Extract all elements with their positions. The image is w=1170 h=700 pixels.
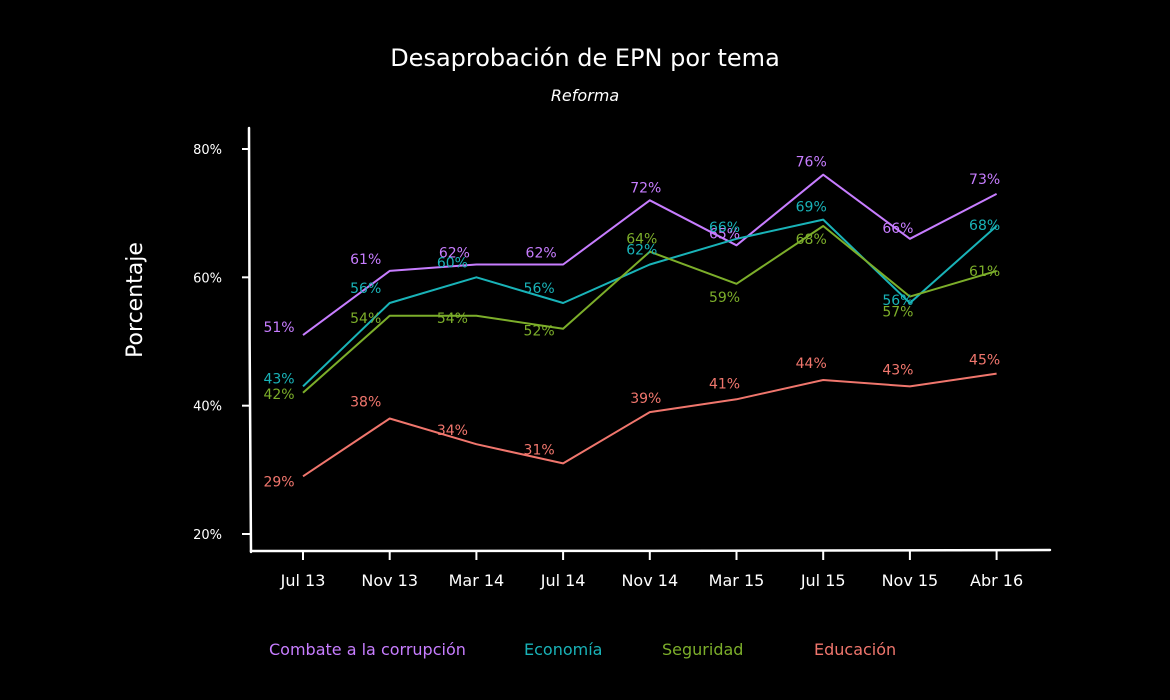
x-tick-label: Mar 15 (709, 571, 765, 590)
data-label: 64% (626, 232, 657, 248)
x-axis-line (249, 548, 1052, 553)
data-label: 59% (709, 290, 740, 306)
x-tick-label: Jul 15 (800, 571, 846, 590)
chart-title: Desaprobación de EPN por tema (390, 44, 780, 72)
data-label: 62% (526, 246, 557, 262)
chart-subtitle: Reforma (551, 86, 619, 105)
x-tick-label: Mar 14 (449, 571, 505, 590)
data-label: 76% (796, 155, 827, 171)
legend-item: Seguridad (662, 640, 743, 659)
data-label: 69% (796, 200, 827, 216)
y-tick-label: 60% (193, 271, 222, 286)
series-line-2 (302, 218, 998, 388)
y-axis-label: Porcentaje (123, 242, 148, 358)
data-label: 68% (796, 232, 827, 248)
data-label: 29% (263, 474, 294, 490)
data-label: 38% (350, 395, 381, 411)
data-label: 34% (437, 423, 468, 439)
y-tick-label: 40% (193, 400, 222, 415)
data-label: 43% (263, 371, 294, 387)
data-label: 65% (709, 226, 740, 242)
legend-item: Combate a la corrupción (269, 640, 466, 659)
series-line-1 (302, 173, 998, 336)
data-label: 54% (437, 311, 468, 327)
data-label: 51% (263, 320, 294, 336)
x-tick-label: Jul 14 (540, 571, 586, 590)
x-tick-label: Abr 16 (970, 571, 1023, 590)
data-label: 61% (350, 252, 381, 268)
data-label: 66% (882, 221, 913, 237)
data-label: 52% (524, 324, 555, 340)
y-tick-label: 20% (193, 528, 222, 543)
data-label: 62% (439, 246, 470, 262)
legend-item: Economía (524, 640, 602, 659)
data-label: 61% (969, 264, 1000, 280)
data-label: 54% (350, 311, 381, 327)
data-label: 68% (969, 218, 1000, 234)
data-label: 56% (350, 281, 381, 297)
data-label: 73% (969, 172, 1000, 188)
data-label: 45% (969, 353, 1000, 369)
data-label: 62% (626, 243, 657, 259)
series-line-4 (302, 372, 997, 478)
data-label: 56% (882, 293, 913, 309)
x-tick-label: Nov 14 (621, 571, 678, 590)
data-label: 57% (882, 305, 913, 321)
legend-item: Educación (814, 640, 896, 659)
data-label: 41% (709, 376, 740, 392)
data-label: 31% (524, 442, 555, 458)
x-tick-label: Nov 15 (882, 571, 939, 590)
data-label: 44% (796, 356, 827, 372)
data-label: 39% (630, 391, 661, 407)
x-tick-label: Nov 13 (361, 571, 418, 590)
data-label: 60% (437, 255, 468, 271)
data-label: 72% (630, 180, 661, 196)
series-line-3 (302, 225, 997, 394)
y-tick-label: 80% (193, 143, 222, 158)
y-axis-line (247, 126, 253, 554)
data-label: 43% (882, 362, 913, 378)
data-label: 42% (263, 387, 294, 403)
data-label: 56% (524, 281, 555, 297)
x-tick-label: Jul 13 (280, 571, 326, 590)
data-label: 66% (709, 220, 740, 236)
